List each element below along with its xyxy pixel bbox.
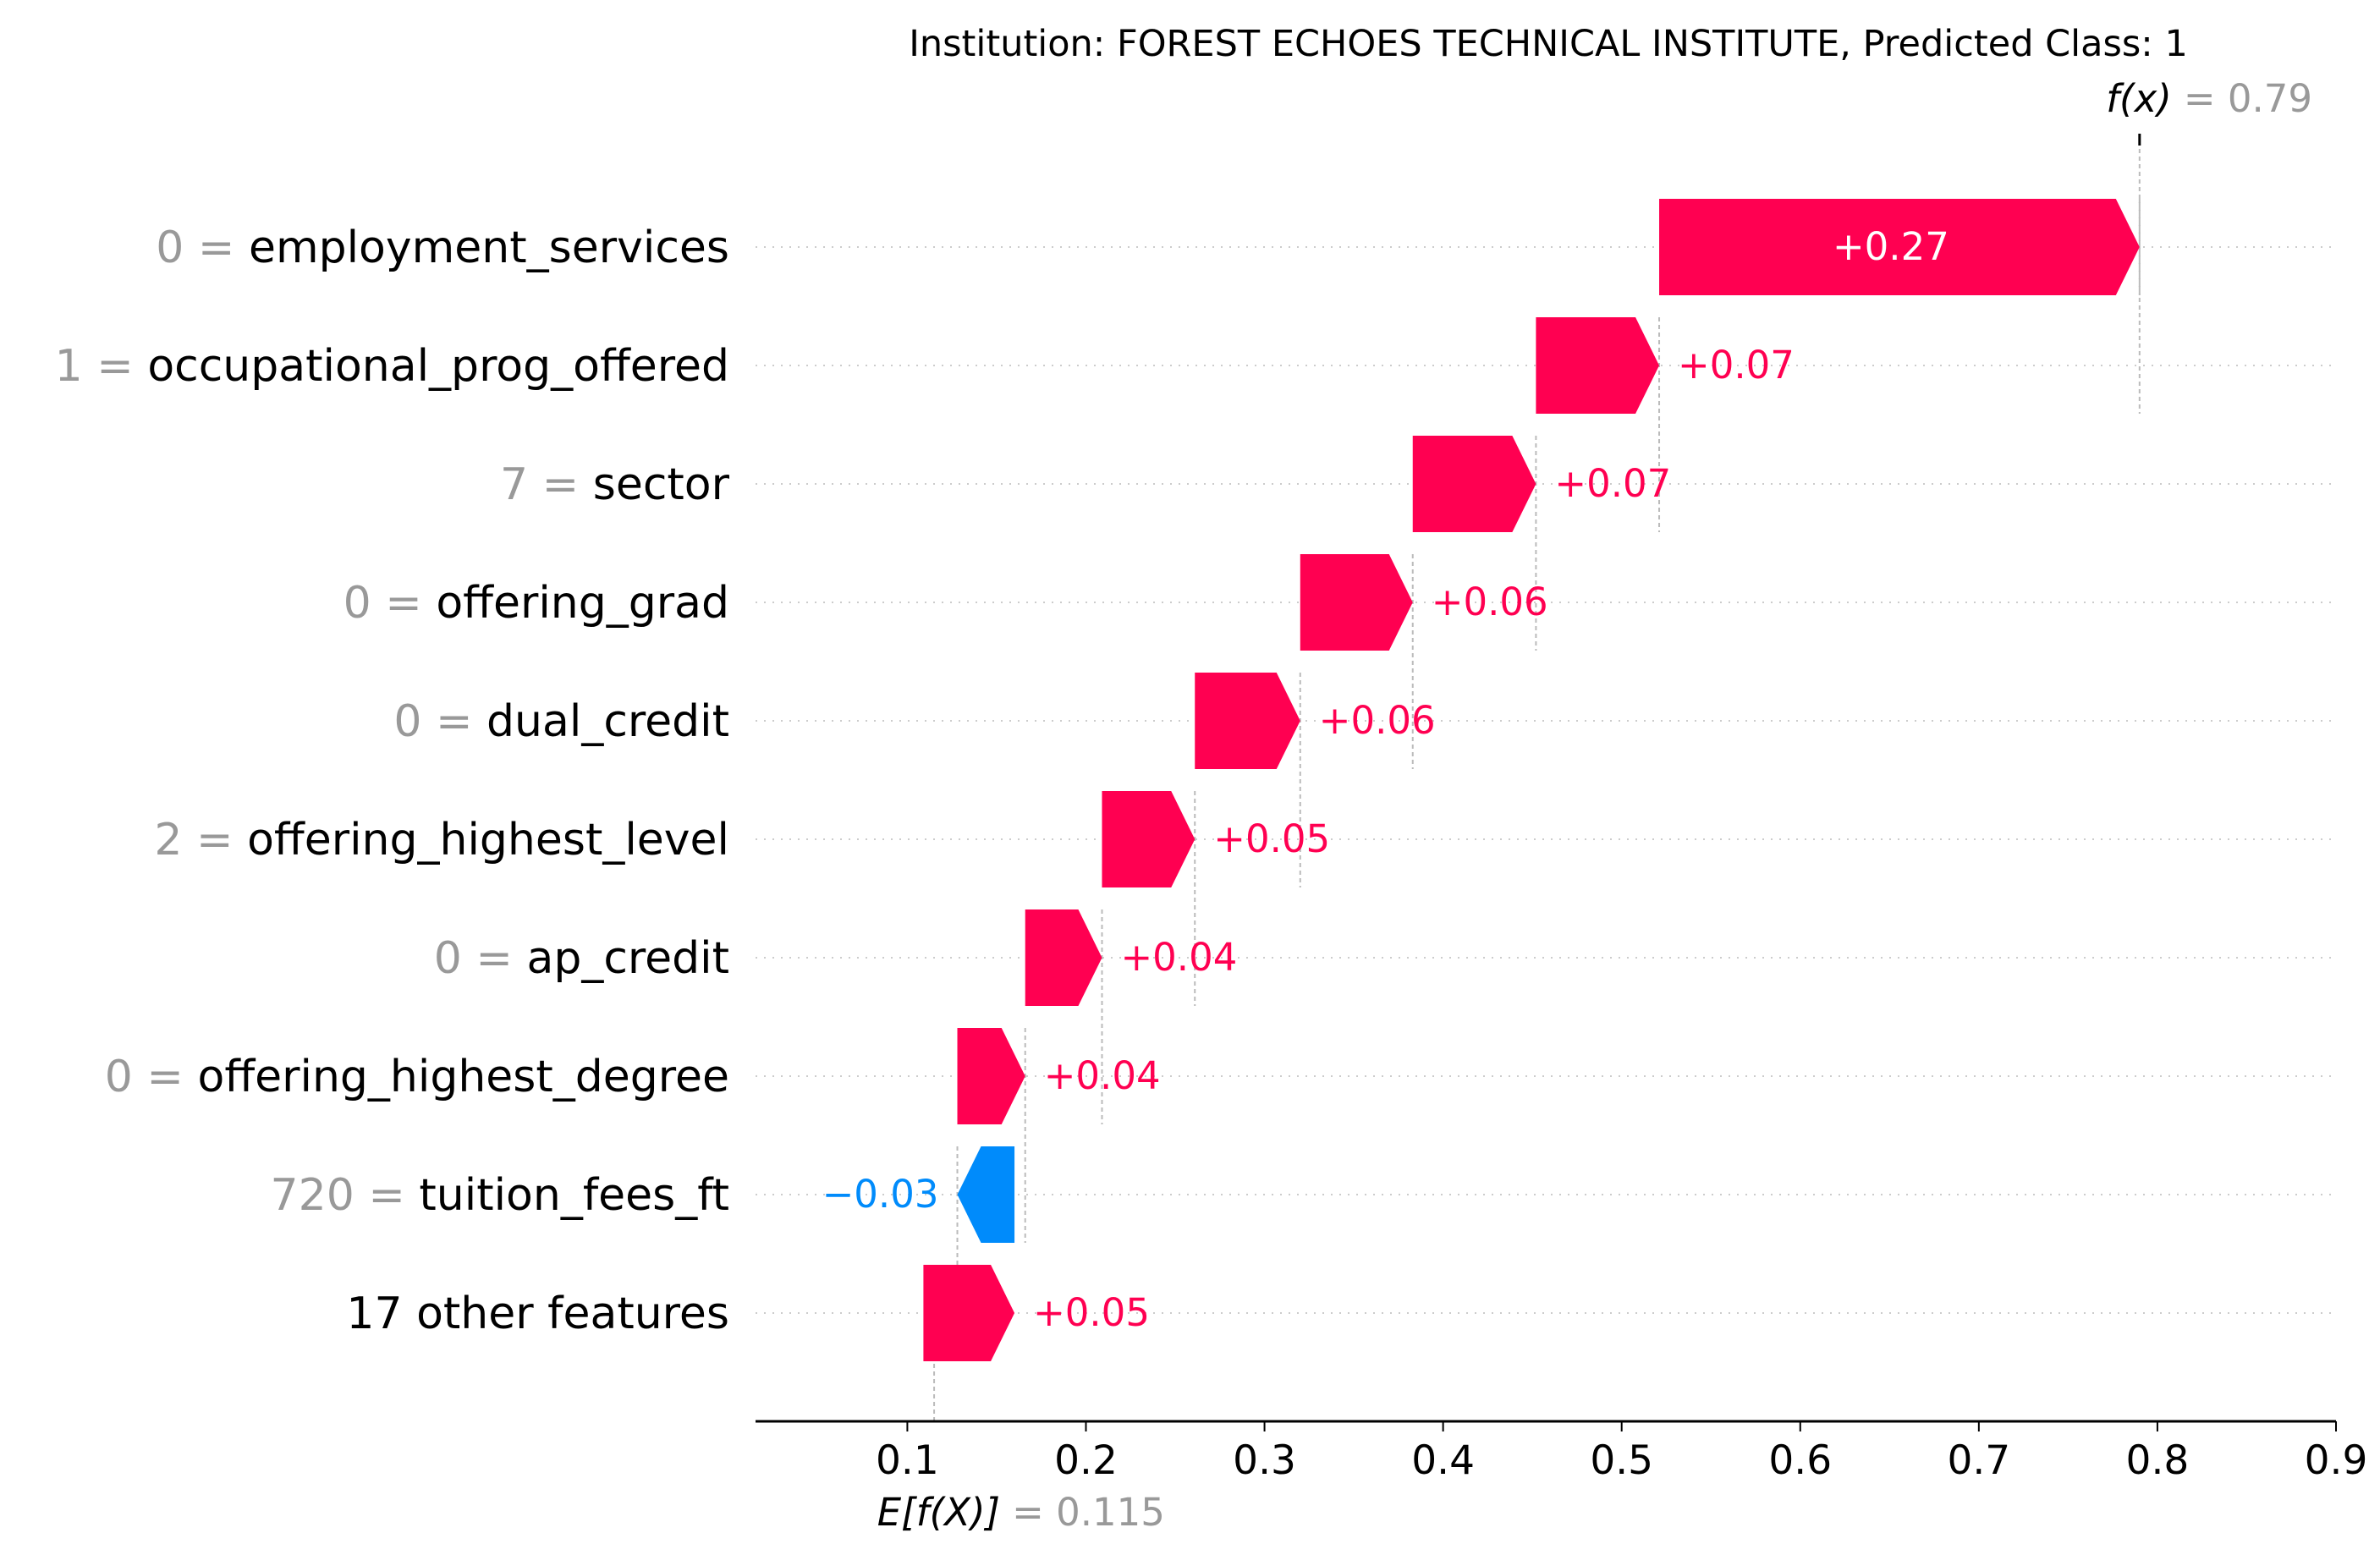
feature-label: 17 other features: [346, 1289, 729, 1339]
x-tick-label: 0.8: [2126, 1437, 2190, 1484]
final-value-label: f(x): [2106, 76, 2172, 121]
feature-name: dual_credit: [486, 696, 729, 747]
final-value-text: = 0.79: [2184, 76, 2312, 121]
bar-value-label: +0.06: [1319, 698, 1436, 743]
feature-value: 0 =: [156, 223, 249, 273]
bar-occupational-prog-offered: [1536, 317, 1660, 414]
x-axis: 0.1 0.2 0.3 0.4 0.5 0.6 0.7 0.8 0.9: [756, 1420, 2368, 1484]
feature-name: offering_highest_level: [247, 815, 729, 865]
x-tick-label: 0.7: [1947, 1437, 2010, 1484]
feature-name: 17 other features: [346, 1289, 729, 1339]
feature-value: 0 =: [393, 696, 486, 747]
bar-value-label: +0.04: [1120, 935, 1237, 980]
base-value-label: E[f(X)]: [877, 1490, 1000, 1535]
bar-tuition-fees-ft: [957, 1146, 1015, 1243]
x-tick-label: 0.9: [2305, 1437, 2368, 1484]
feature-label: 0 = ap_credit: [434, 933, 729, 984]
feature-label: 2 = offering_highest_level: [154, 815, 729, 865]
x-tick-label: 0.3: [1233, 1437, 1296, 1484]
feature-value: 2 =: [154, 815, 247, 865]
feature-label: 0 = offering_grad: [344, 578, 729, 629]
bar-ap-credit: [1025, 909, 1102, 1006]
feature-value: 0 =: [434, 933, 527, 984]
feature-name: offering_grad: [436, 578, 729, 629]
bar-offering-grad: [1300, 554, 1413, 651]
bar-value-label: +0.05: [1213, 816, 1330, 861]
bar-value-label: +0.07: [1554, 461, 1671, 506]
feature-label: 0 = offering_highest_degree: [105, 1052, 729, 1102]
bar-offering-highest-degree: [957, 1028, 1025, 1124]
feature-name: occupational_prog_offered: [147, 341, 729, 392]
bar-value-label: −0.03: [822, 1172, 939, 1217]
feature-value: 1 =: [55, 341, 148, 392]
x-tick-label: 0.6: [1768, 1437, 1832, 1484]
feature-name: tuition_fees_ft: [419, 1170, 729, 1221]
bars: +0.27 +0.07 +0.07 +0.06 +0.06 +0.05 +0.04 +0.04…: [822, 199, 2140, 1361]
bar-value-label: +0.06: [1432, 580, 1548, 624]
bar-17-other-features: [923, 1265, 1015, 1361]
feature-value: 720 =: [271, 1170, 420, 1221]
bar-value-label: +0.07: [1678, 343, 1795, 387]
bar-sector: [1412, 436, 1536, 532]
feature-name: offering_highest_degree: [198, 1052, 730, 1102]
feature-label: 1 = occupational_prog_offered: [55, 341, 729, 392]
feature-label: 0 = employment_services: [156, 223, 729, 273]
x-tick-label: 0.4: [1411, 1437, 1475, 1484]
feature-value: 0 =: [344, 578, 437, 629]
bar-employment-services: [1659, 199, 2140, 295]
bar-value-label: +0.05: [1033, 1290, 1150, 1335]
feature-value: 0 =: [105, 1052, 198, 1102]
feature-labels: 0 = employment_services 1 = occupational_…: [55, 223, 730, 1339]
chart-title: Institution: FOREST ECHOES TECHNICAL INS…: [909, 23, 2188, 65]
annotations: E[f(X)] = 0.115 f(x) = 0.79: [877, 76, 2312, 1535]
base-value-text: = 0.115: [1012, 1490, 1165, 1535]
feature-name: ap_credit: [526, 933, 729, 984]
x-tick-label: 0.1: [876, 1437, 939, 1484]
feature-label: 7 = sector: [500, 459, 730, 510]
feature-name: employment_services: [249, 223, 729, 273]
bar-dual-credit: [1195, 673, 1300, 769]
x-tick-label: 0.5: [1590, 1437, 1653, 1484]
bar-value-label: +0.04: [1044, 1053, 1161, 1098]
x-tick-label: 0.2: [1054, 1437, 1118, 1484]
feature-value: 7 =: [500, 459, 593, 510]
bar-value-label: +0.27: [1833, 224, 1949, 269]
feature-label: 0 = dual_credit: [393, 696, 729, 747]
feature-name: sector: [593, 459, 730, 510]
bar-offering-highest-level: [1102, 791, 1195, 887]
feature-label: 720 = tuition_fees_ft: [271, 1170, 729, 1221]
